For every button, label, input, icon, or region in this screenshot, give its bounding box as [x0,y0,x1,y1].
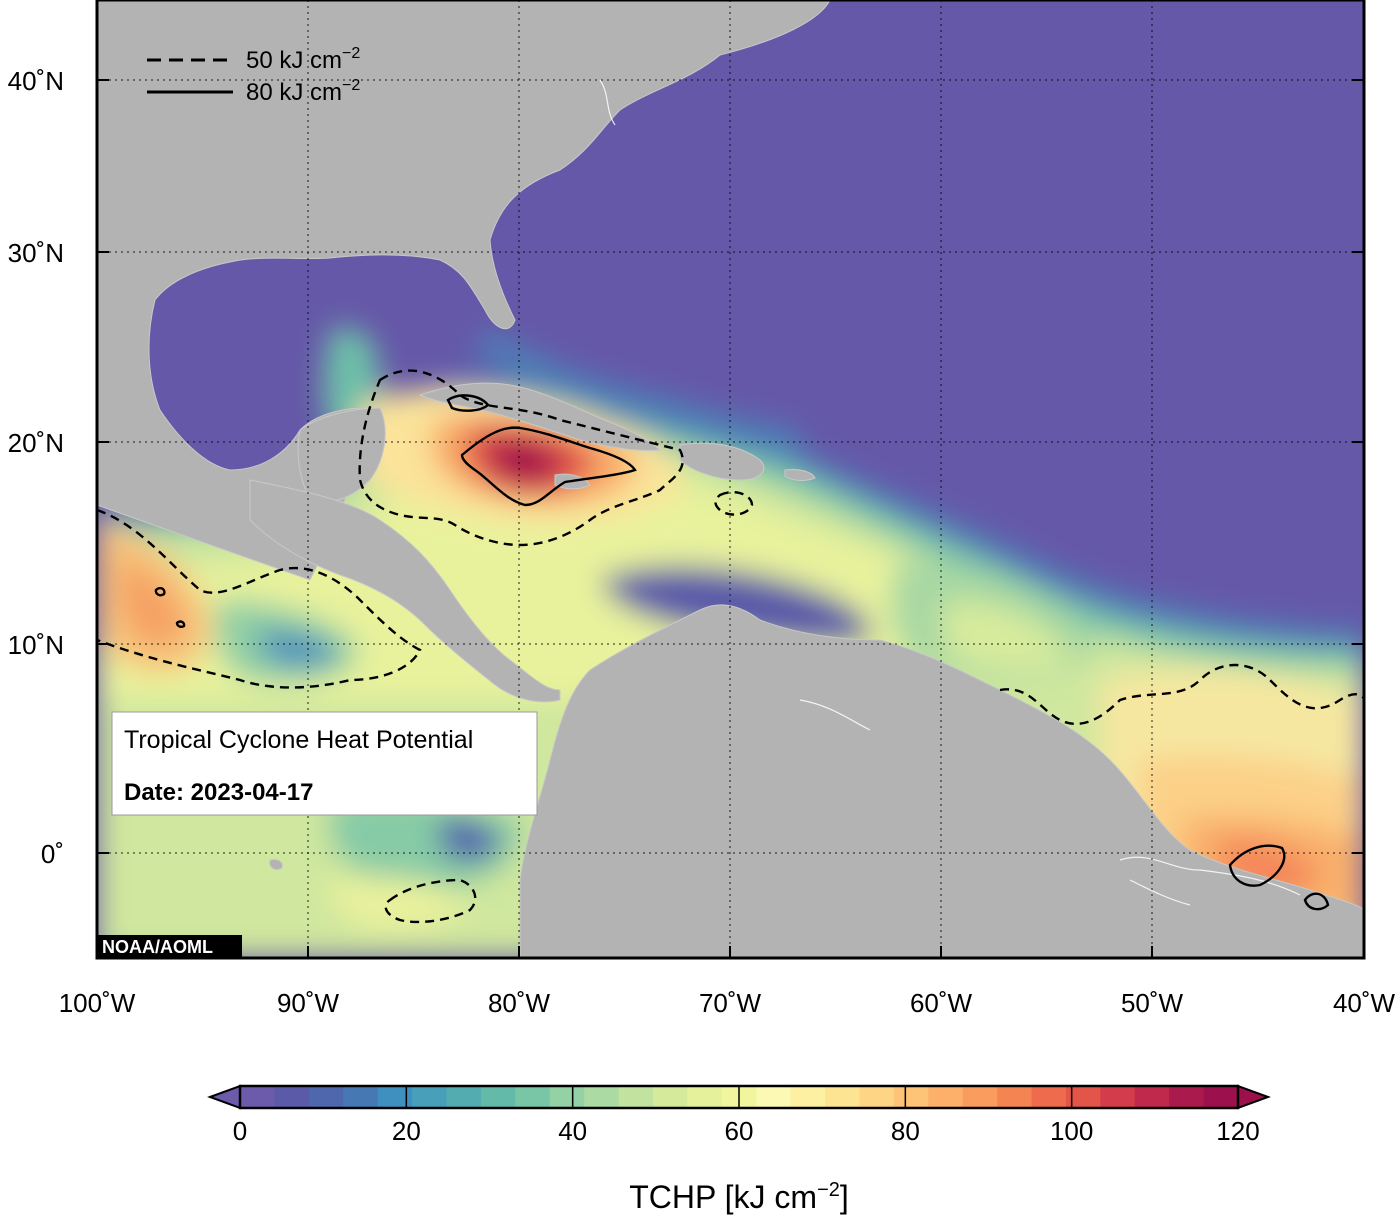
map-panel [97,0,1364,958]
colorbar-segment [584,1086,620,1108]
colorbar-extend-low [207,1084,241,1110]
colorbar-ticks: 0 20 40 60 80 100 120 [233,1086,1260,1146]
colorbar-segment [515,1086,551,1108]
legend-dashed-label: 50 kJ cm−2 [246,45,360,74]
coast-detail-lines [599,79,1301,906]
latitude-labels: 40˚N 30˚N 20˚N 10˚N 0˚ [8,66,64,869]
colorbar-segment [893,1086,929,1108]
central-america-land [249,479,561,703]
lon-label-60w: 60˚W [910,988,973,1018]
lon-label-100w: 100˚W [59,988,136,1018]
north-america-land [97,0,831,581]
map-title: Tropical Cyclone Heat Potential [124,726,473,754]
contour-80-atlantic-2 [1303,892,1330,911]
colorbar-segment [1169,1086,1205,1108]
title-box: Tropical Cyclone Heat Potential Date: 20… [111,711,538,816]
colorbar: 0 20 40 60 80 100 120 TCHP [kJ cm−2] [207,1084,1271,1215]
contour-50-west [97,508,422,689]
colorbar-tick-label: 0 [233,1116,247,1146]
contour-legend: 50 kJ cm−2 80 kJ cm−2 [147,45,360,106]
colorbar-segment [1065,1086,1101,1108]
credit-badge: NOAA/AOML [97,935,242,958]
colorbar-segment [928,1086,964,1108]
colorbar-tick-label: 60 [725,1116,754,1146]
colorbar-tick-label: 100 [1050,1116,1093,1146]
credit-text: NOAA/AOML [102,937,213,957]
lat-label-20n: 20˚N [8,428,64,458]
lon-label-50w: 50˚W [1121,988,1184,1018]
colorbar-segment [343,1086,379,1108]
contour-lines [97,369,1364,924]
colorbar-segment [1100,1086,1136,1108]
colorbar-segment [1134,1086,1170,1108]
map-tick-marks [97,79,1364,958]
colorbar-label: TCHP [kJ cm−2] [629,1179,849,1215]
lon-label-70w: 70˚W [699,988,762,1018]
contour-80-cayman [460,426,637,507]
map-date: Date: 2023-04-17 [124,779,313,806]
south-america-land [519,604,1364,958]
colorbar-extend-high [1237,1084,1271,1110]
contour-50-ring [714,491,754,516]
colorbar-tick-label: 80 [891,1116,920,1146]
colorbar-segment [859,1086,895,1108]
contour-80-small-2 [175,620,186,628]
colorbar-segment [240,1086,276,1108]
colorbar-tick-label: 40 [558,1116,587,1146]
contour-50-caribbean [358,369,684,547]
lat-label-10n: 10˚N [8,630,64,660]
colorbar-segment [1203,1086,1239,1108]
colorbar-segment [962,1086,998,1108]
legend-solid-label: 80 kJ cm−2 [246,77,360,106]
colorbar-segments [240,1086,1239,1108]
colorbar-tick-label: 20 [392,1116,421,1146]
colorbar-segment [997,1086,1033,1108]
colorbar-tick-label: 120 [1216,1116,1259,1146]
lat-label-40n: 40˚N [8,66,64,96]
colorbar-segment [756,1086,792,1108]
yucatan-land [297,407,386,503]
colorbar-segment [618,1086,654,1108]
colorbar-segment [308,1086,344,1108]
colorbar-segment [687,1086,723,1108]
contour-50-south [384,878,477,924]
colorbar-segment [825,1086,861,1108]
lon-label-90w: 90˚W [277,988,340,1018]
colorbar-segment [480,1086,516,1108]
hispaniola-land [679,442,765,481]
colorbar-segment [446,1086,482,1108]
colorbar-segment [274,1086,310,1108]
lat-label-0: 0˚ [41,839,64,869]
colorbar-segment [1031,1086,1067,1108]
contour-80-small-1 [154,586,166,597]
lon-label-40w: 40˚W [1333,988,1396,1018]
contour-80-atlantic [1228,844,1286,887]
puerto-rico-land [784,469,816,481]
colorbar-segment [652,1086,688,1108]
lon-label-80w: 80˚W [488,988,551,1018]
galapagos-land [269,859,283,871]
colorbar-segment [412,1086,448,1108]
colorbar-segment [377,1086,413,1108]
contour-80-cuba-patch [446,394,490,412]
longitude-labels: 100˚W 90˚W 80˚W 70˚W 60˚W 50˚W 40˚W [59,988,1396,1018]
colorbar-segment [549,1086,585,1108]
colorbar-segment [790,1086,826,1108]
lat-label-30n: 30˚N [8,238,64,268]
contour-50-east [999,663,1364,726]
